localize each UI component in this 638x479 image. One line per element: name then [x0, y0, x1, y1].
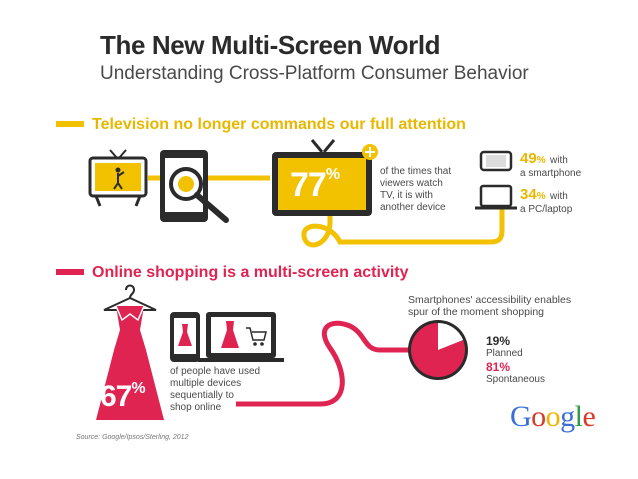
stat-67-caption: of people have used multiple devices seq…: [170, 366, 260, 414]
spontaneous-label: Spontaneous: [486, 374, 545, 385]
logo-letter: o: [531, 400, 546, 433]
smartphone-suffix: %: [536, 155, 546, 166]
logo-letter: e: [582, 400, 596, 433]
smartphone-icon: [479, 150, 513, 172]
section1-loop-line: [301, 200, 505, 248]
caption-line: multiple devices: [170, 378, 242, 389]
caption-line: spur of the moment shopping: [408, 306, 544, 318]
page-subtitle: Understanding Cross-Platform Consumer Be…: [100, 63, 529, 84]
caption-line: Smartphones' accessibility enables: [408, 294, 572, 306]
stat-spontaneous: 81% Spontaneous: [486, 360, 545, 386]
big-tv-icon: [272, 139, 378, 216]
planned-label: Planned: [486, 348, 523, 359]
section1-heading: Television no longer commands our full a…: [92, 116, 466, 133]
phone-shopping-icon: [170, 312, 200, 362]
caption-line: TV, it is with: [380, 190, 433, 201]
section1-bar: [56, 121, 84, 127]
logo-letter: g: [560, 400, 575, 433]
caption-line: of the times that: [380, 166, 452, 177]
pie-chart: [408, 320, 468, 380]
pc-label-top: with: [550, 191, 568, 202]
laptop-icon: [475, 184, 517, 210]
stat-planned: 19% Planned: [486, 334, 523, 360]
spontaneous-value: 81%: [486, 360, 511, 374]
pc-value: 34: [520, 186, 537, 203]
smartphone-label-top: with: [550, 155, 568, 166]
source-note: Source: Google/Ipsos/Sterling, 2012: [76, 434, 189, 441]
planned-value: 19%: [486, 334, 511, 348]
stat-77-number: 77: [290, 166, 327, 204]
caption-line: viewers watch: [380, 178, 443, 189]
stat-77-caption: of the times that viewers watch TV, it i…: [380, 166, 451, 214]
logo-letter: l: [574, 400, 583, 433]
section2-connector-line: [236, 320, 410, 407]
pie-caption: Smartphones' accessibility enables spur …: [408, 294, 571, 318]
caption-line: sequentially to: [170, 390, 234, 401]
stat-67-number: 67: [100, 380, 132, 413]
small-tv-icon: [88, 149, 148, 207]
smartphone-label: a smartphone: [520, 168, 582, 179]
pc-label: a PC/laptop: [520, 204, 573, 215]
smartphone-value: 49: [520, 150, 537, 167]
section2-heading: Online shopping is a multi-screen activi…: [92, 264, 409, 281]
dress-icon: [96, 284, 164, 420]
stat-77-suffix: %: [325, 166, 340, 183]
caption-line: of people have used: [170, 366, 261, 377]
stat-77-value: 77%: [290, 166, 340, 205]
stat-pc: 34% with a PC/laptop: [520, 186, 572, 216]
pc-suffix: %: [536, 191, 546, 202]
laptop-shopping-icon: [198, 312, 284, 362]
page-title: The New Multi-Screen World: [100, 30, 441, 60]
stat-67-value: 67%: [100, 380, 146, 414]
stat-67-suffix: %: [131, 380, 145, 397]
logo-letter: G: [510, 400, 532, 433]
stat-smartphone: 49% with a smartphone: [520, 150, 581, 180]
caption-line: another device: [380, 202, 446, 213]
google-logo: Google: [510, 400, 596, 434]
logo-letter: o: [545, 400, 561, 433]
section2-bar: [56, 269, 84, 275]
pie-slice-planned: [438, 323, 464, 350]
caption-line: shop online: [170, 402, 222, 413]
phone-search-icon: [160, 150, 229, 223]
